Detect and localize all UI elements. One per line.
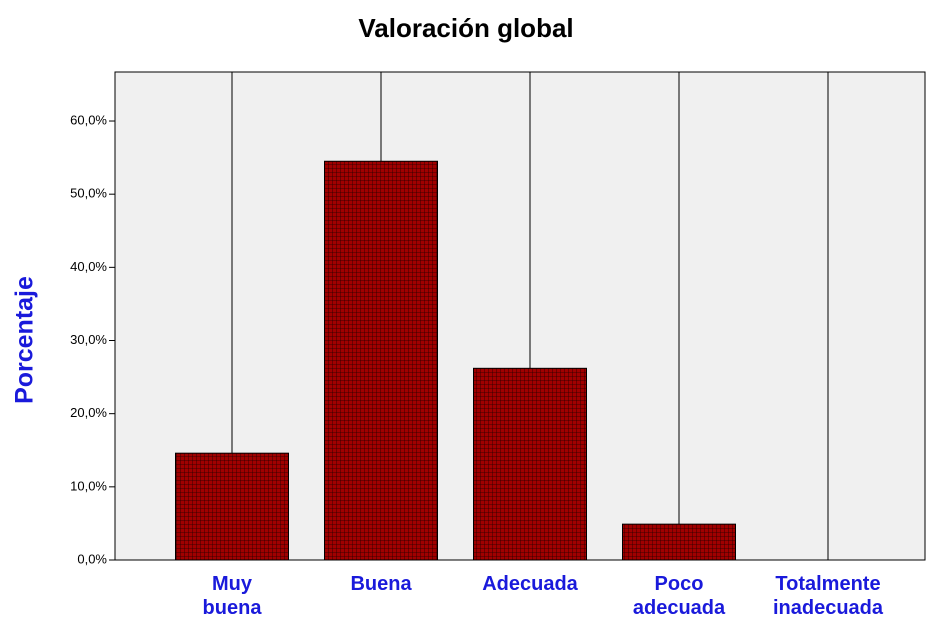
bar bbox=[473, 367, 587, 561]
x-tick-label: Totalmente inadecuada bbox=[772, 573, 884, 619]
chart-title: Valoración global bbox=[358, 13, 573, 43]
y-tick-label: 60,0% bbox=[70, 112, 107, 127]
bar bbox=[622, 523, 736, 561]
x-tick-label: Muy buena bbox=[202, 573, 262, 619]
y-tick-label: 50,0% bbox=[70, 186, 107, 201]
y-tick-label: 10,0% bbox=[70, 478, 107, 493]
y-tick-label: 30,0% bbox=[70, 332, 107, 347]
y-axis-label: Porcentaje bbox=[11, 276, 39, 404]
bar bbox=[324, 160, 438, 561]
y-tick-label: 20,0% bbox=[70, 405, 107, 420]
y-tick-label: 0,0% bbox=[77, 551, 107, 566]
x-tick-label: Poco adecuada bbox=[632, 573, 726, 619]
bar bbox=[175, 452, 289, 561]
x-tick-label: Buena bbox=[350, 573, 412, 595]
x-tick-label: Adecuada bbox=[482, 573, 578, 595]
y-tick-label: 40,0% bbox=[70, 259, 107, 274]
